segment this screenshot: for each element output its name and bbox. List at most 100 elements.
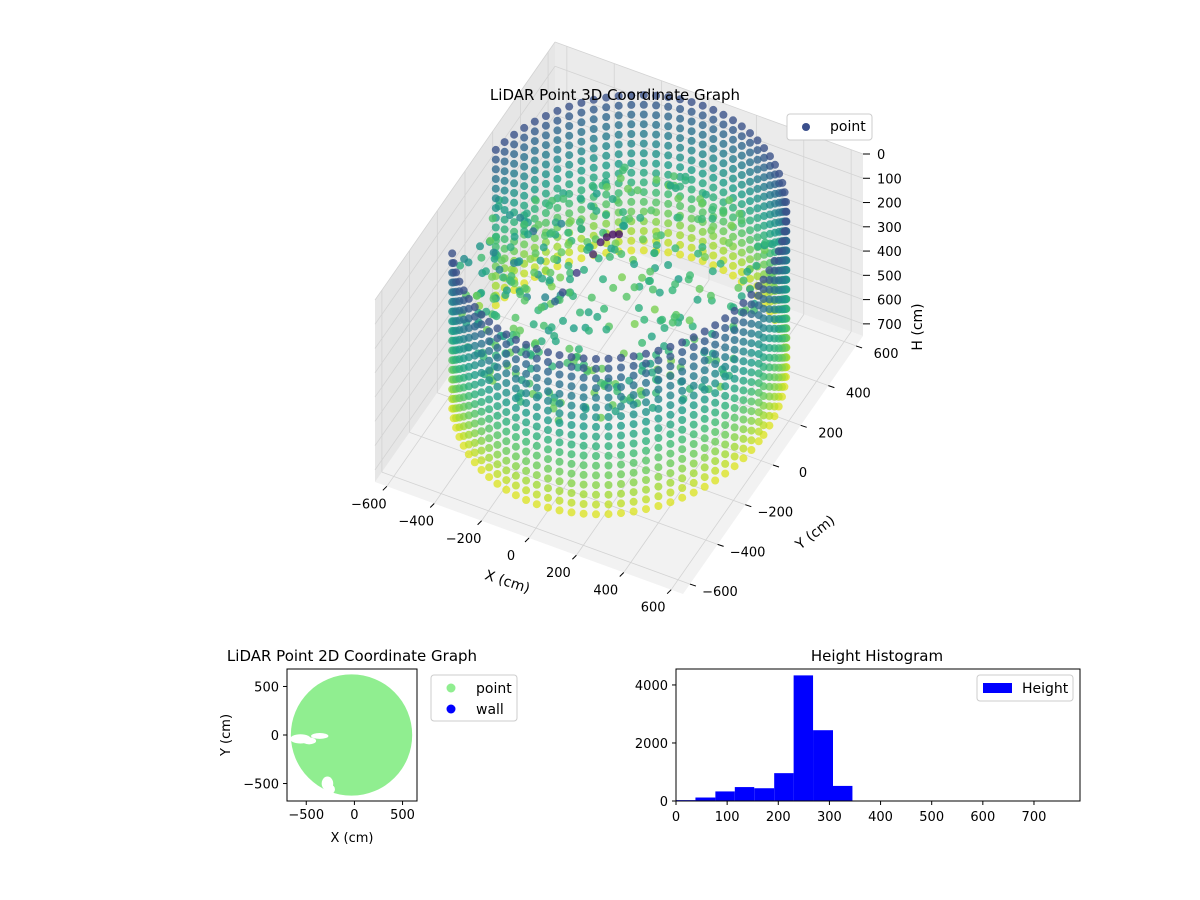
3d-point [544,445,552,453]
3d-point [652,218,660,226]
3d-point [721,314,729,322]
3d-point [568,441,576,449]
3d-point [664,229,672,237]
3d-point [630,372,638,380]
3d-point [617,383,625,391]
3d-point [721,392,729,400]
3d-point [731,443,739,451]
3d-point [652,121,660,129]
3d-point [592,374,600,382]
3d-point [589,182,597,190]
3d-point [520,270,528,278]
3d-point [542,209,550,217]
3d-point [690,479,698,487]
3d-point [721,373,729,381]
3d-point [493,354,501,362]
x-tick [667,590,671,594]
3d-point [739,396,747,404]
3d-point [666,498,674,506]
3d-point [627,159,635,167]
3d-z-axis-label: H (cm) [910,303,926,350]
3d-point [516,214,524,222]
3d-point [580,364,588,372]
3d-z-tick-label: 100 [877,172,902,187]
y-tick [718,544,724,546]
3d-point [617,461,625,469]
3d-point [721,411,729,419]
3d-point [664,210,672,218]
2d-x-tick-label: 0 [350,808,358,823]
3d-point [478,447,486,455]
3d-point [580,393,588,401]
3d-point [544,465,552,473]
3d-point [654,405,662,413]
3d-point [531,176,539,184]
3d-point [627,198,635,206]
3d-point [533,481,541,489]
3d-point [542,170,550,178]
3d-point [522,380,530,388]
3d-point [502,457,510,465]
3d-point [746,226,754,234]
3d-point [676,134,684,142]
3d-point [580,266,588,274]
3d-point [678,397,686,405]
3d-point [544,397,552,405]
y-tick [690,584,696,586]
3d-point [501,225,509,233]
3d-point [478,437,486,445]
3d-point [690,450,698,458]
3d-point [617,432,625,440]
3d-z-tick-label: 500 [877,269,902,284]
3d-point [688,244,696,252]
3d-point [580,500,588,508]
3d-point [654,415,662,423]
3d-point [510,170,518,178]
3d-point [664,113,672,121]
x-tick [572,555,576,559]
3d-point [664,248,672,256]
3d-point [556,351,564,359]
3d-point [541,293,549,301]
3d-point [678,474,686,482]
3d-point [630,420,638,428]
3d-point [522,389,530,397]
3d-point [654,347,662,355]
3d-point [568,431,576,439]
3d-point [627,227,635,235]
3d-point [617,402,625,410]
3d-point [565,345,573,353]
3d-point [544,348,552,356]
plot-2d: LiDAR Point 2D Coordinate Graph −500−500… [219,647,517,846]
3d-point [630,410,638,418]
3d-point [625,215,633,223]
3d-x-axis-label: X (cm) [483,567,532,597]
3d-point [502,476,510,484]
3d-title: LiDAR Point 3D Coordinate Graph [490,86,740,104]
hist-y-tick-label: 2000 [635,737,668,752]
3d-point [638,274,646,282]
3d-point [711,350,719,358]
2d-gap [302,737,316,744]
3d-point [642,476,650,484]
3d-point [502,466,510,474]
3d-point [627,208,635,216]
3d-point [738,229,746,237]
3d-point [592,384,600,392]
3d-point [755,418,763,426]
3d-point [568,489,576,497]
3d-point [522,409,530,417]
3d-point [690,460,698,468]
3d-point [721,334,729,342]
3d-point [654,424,662,432]
3d-point [577,167,585,175]
2d-legend-point-label: point [476,681,512,697]
3d-point [678,455,686,463]
3d-point [605,423,613,431]
2d-y-tick-label: −500 [243,778,279,793]
3d-point [512,462,520,470]
3d-point [731,355,739,363]
3d-point [502,350,510,358]
3d-point [605,374,613,382]
3d-point [738,200,746,208]
